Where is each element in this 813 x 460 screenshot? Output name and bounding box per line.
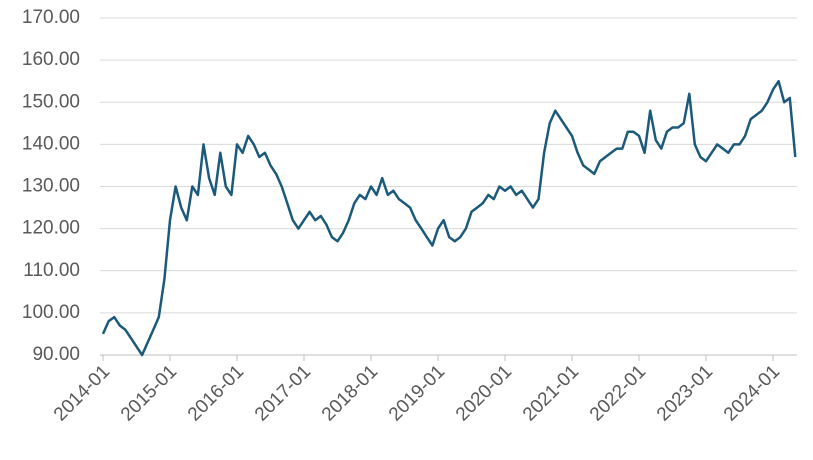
y-tick-label: 140.00	[22, 133, 80, 154]
y-tick-label: 160.00	[22, 49, 80, 70]
x-tick-label: 2016-01	[184, 361, 248, 425]
x-tick-label: 2014-01	[50, 361, 114, 425]
x-tick-label: 2015-01	[117, 361, 181, 425]
y-tick-label: 150.00	[22, 91, 80, 112]
line-series	[101, 79, 797, 357]
y-tick-label: 100.00	[22, 302, 80, 323]
x-tick-label: 2021-01	[519, 361, 583, 425]
x-tick-label: 2018-01	[318, 361, 382, 425]
x-tick-label: 2017-01	[251, 361, 315, 425]
x-tick-label: 2022-01	[586, 361, 650, 425]
y-tick-label: 130.00	[22, 176, 80, 197]
x-tick-label: 2020-01	[452, 361, 516, 425]
y-tick-label: 90.00	[32, 344, 80, 365]
x-tick-label: 2023-01	[653, 361, 717, 425]
x-tick-label: 2019-01	[385, 361, 449, 425]
y-tick-label: 110.00	[23, 260, 80, 281]
y-tick-label: 120.00	[22, 218, 80, 239]
y-tick-label: 170.00	[22, 7, 80, 28]
x-tick-label: 2024-01	[720, 361, 784, 425]
